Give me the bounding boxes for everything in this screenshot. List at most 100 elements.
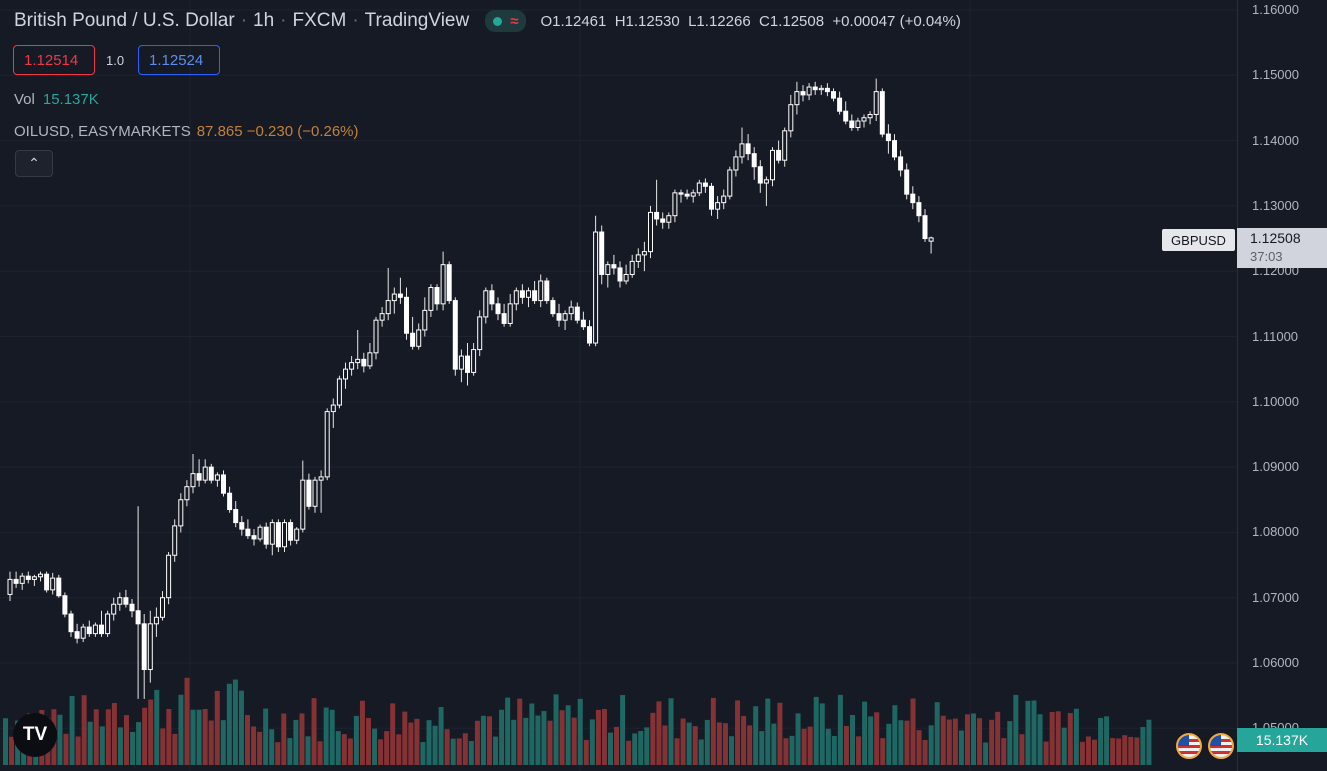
candle-body: [501, 313, 507, 324]
volume-bar: [214, 690, 220, 765]
candle-body: [879, 91, 885, 135]
volume-bar: [916, 730, 922, 765]
candle-body: [343, 368, 348, 380]
volume-label: Vol: [14, 91, 35, 108]
chart-area[interactable]: [0, 0, 1237, 771]
candle-body: [434, 287, 440, 305]
candle-body: [556, 313, 562, 321]
volume-legend[interactable]: Vol 15.137K: [14, 91, 99, 108]
volume-bar: [589, 719, 595, 765]
volume-bar: [450, 738, 456, 765]
volume-bar: [638, 730, 644, 765]
volume-bar: [317, 741, 323, 765]
candle-body: [367, 352, 373, 367]
candle-body: [355, 358, 361, 364]
symbol-name[interactable]: British Pound / U.S. Dollar: [14, 10, 235, 31]
collapse-legend-button[interactable]: ⌃: [15, 150, 53, 177]
volume-bar: [124, 715, 129, 765]
ohlc-close: C1.12508: [759, 12, 825, 30]
candle-body: [733, 156, 739, 171]
candle-body: [648, 211, 653, 253]
candle-body: [684, 193, 690, 197]
ohlc-change: +0.00047 (+0.04%): [832, 12, 961, 30]
price-tick-label: 1.08000: [1252, 524, 1299, 540]
volume-bar: [577, 698, 583, 765]
candle-body: [324, 411, 330, 478]
volume-bar: [650, 712, 656, 765]
candle-body: [782, 130, 788, 161]
candle-body: [135, 610, 141, 625]
candle-body: [538, 280, 544, 302]
volume-bar: [735, 700, 741, 765]
interval-label[interactable]: 1h: [253, 10, 275, 31]
volume-bar: [1043, 741, 1049, 765]
ohlc-open: O1.12461: [540, 12, 607, 30]
volume-bar: [729, 736, 734, 765]
candle-body: [629, 260, 635, 275]
spread-value: 1.0: [106, 53, 125, 68]
volume-bar: [263, 708, 269, 765]
candlestick-chart[interactable]: [0, 0, 1237, 771]
candle-body: [806, 86, 812, 96]
volume-bar: [87, 721, 93, 765]
volume-bar: [571, 717, 577, 765]
overlay-legend[interactable]: OILUSD, EASYMARKETS 87.865 −0.230 (−0.26%…: [14, 123, 359, 140]
volume-bar: [1061, 727, 1067, 765]
candle-body: [519, 290, 525, 298]
candle-body: [245, 528, 251, 537]
volume-bar: [759, 731, 765, 765]
volume-bar: [63, 733, 69, 765]
candle-body: [428, 287, 434, 311]
candle-body: [751, 153, 757, 168]
candle-body: [690, 192, 696, 197]
candle-body: [892, 140, 897, 158]
volume-bar: [190, 709, 196, 765]
market-status-pill[interactable]: ≈: [485, 10, 527, 32]
candle-body: [178, 499, 184, 527]
volume-bar: [601, 708, 607, 765]
candle-body: [702, 182, 708, 187]
volume-bar: [1049, 712, 1055, 765]
buy-button[interactable]: 1.12524: [138, 45, 220, 75]
tradingview-logo-icon[interactable]: TV: [13, 713, 57, 757]
volume-bar: [856, 736, 862, 765]
volume-bar: [1013, 694, 1019, 765]
candle-body: [92, 624, 98, 635]
volume-bar: [620, 695, 626, 765]
candle-body: [318, 476, 324, 481]
symbol-tag: GBPUSD: [1162, 229, 1235, 251]
candle-body: [153, 616, 159, 625]
candle-body: [25, 575, 31, 580]
candle-body: [837, 97, 843, 112]
volume-bar: [474, 720, 480, 765]
candle-body: [233, 509, 239, 524]
us-flag-icon[interactable]: [1176, 733, 1202, 759]
candle-body: [721, 195, 727, 204]
candle-body: [306, 479, 312, 507]
volume-bar: [680, 718, 686, 765]
volume-bar: [293, 719, 299, 765]
volume-bar: [402, 711, 408, 765]
symbol-legend[interactable]: British Pound / U.S. Dollar · 1h · FXCM …: [14, 10, 961, 32]
volume-bar: [765, 698, 771, 765]
candle-body: [831, 91, 836, 99]
sell-button[interactable]: 1.12514: [13, 45, 95, 75]
candle-body: [904, 169, 910, 195]
volume-bar: [1110, 738, 1116, 765]
candle-body: [410, 332, 416, 347]
volume-bar: [329, 709, 335, 765]
candle-body: [391, 293, 397, 302]
volume-bar: [1146, 719, 1152, 765]
candle-body: [56, 577, 62, 597]
volume-bar: [353, 715, 359, 765]
us-flag-icon[interactable]: [1208, 733, 1234, 759]
price-scale[interactable]: 1.16000 1.15000 1.14000 1.13000 1.12000 1.110…: [1237, 0, 1327, 771]
volume-bar: [1128, 736, 1134, 765]
candle-body: [568, 306, 574, 315]
volume-bar: [565, 705, 571, 765]
candle-body: [843, 110, 849, 122]
candle-body: [812, 86, 818, 91]
candle-body: [672, 192, 678, 217]
candle-body: [86, 626, 92, 635]
volume-bar: [1098, 717, 1104, 765]
